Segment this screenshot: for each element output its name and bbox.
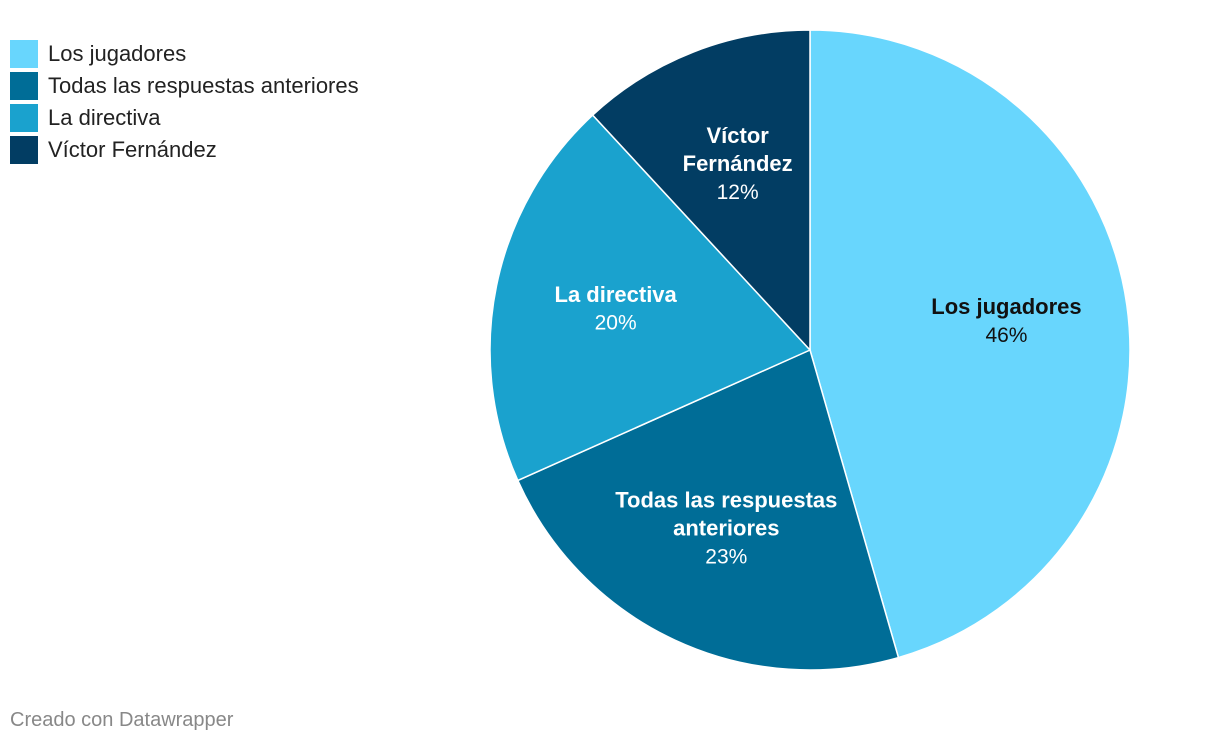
slice-label-name-todas-las-respuestas-2: anteriores — [673, 516, 779, 541]
slice-value-victor-fernandez: 12% — [717, 181, 759, 204]
legend-item-todas-las-respuestas: Todas las respuestas anteriores — [10, 70, 359, 102]
slice-label-name-victor-fernandez-2: Fernández — [683, 151, 793, 176]
pie-slice-los-jugadores — [809, 29, 1131, 659]
legend-swatch-la-directiva — [10, 104, 38, 132]
slice-label-name-todas-las-respuestas-1: Todas las respuestas — [615, 488, 837, 513]
legend-item-los-jugadores: Los jugadores — [10, 38, 359, 70]
slice-label-name-victor-fernandez-1: Víctor — [706, 123, 769, 148]
slice-label-victor-fernandez: Víctor Fernández 12% — [683, 123, 793, 204]
legend-label-la-directiva: La directiva — [48, 105, 161, 130]
legend-item-la-directiva: La directiva — [10, 102, 359, 134]
legend-label-los-jugadores: Los jugadores — [48, 41, 187, 66]
slice-label-la-directiva: La directiva 20% — [555, 282, 678, 335]
slice-label-name-la-directiva: La directiva — [555, 282, 678, 307]
pie-slice-victor-fernandez — [591, 29, 811, 352]
slice-value-los-jugadores: 46% — [985, 324, 1027, 347]
slice-label-name-los-jugadores: Los jugadores — [931, 294, 1081, 319]
legend-swatch-victor-fernandez — [10, 136, 38, 164]
legend: Los jugadores Todas las respuestas anter… — [10, 38, 359, 166]
slice-value-todas-las-respuestas: 23% — [705, 545, 747, 568]
legend-label-victor-fernandez: Víctor Fernández — [48, 137, 217, 162]
legend-label-todas-las-respuestas: Todas las respuestas anteriores — [48, 73, 359, 98]
slice-label-todas-las-respuestas: Todas las respuestas anteriores 23% — [615, 488, 837, 569]
legend-swatch-los-jugadores — [10, 40, 38, 68]
slice-label-los-jugadores: Los jugadores 46% — [931, 294, 1081, 347]
footer-credit: Creado con Datawrapper — [10, 709, 234, 731]
legend-swatch-todas-las-respuestas — [10, 72, 38, 100]
legend-item-victor-fernandez: Víctor Fernández — [10, 134, 359, 166]
pie-slice-todas-las-respuestas — [516, 348, 900, 671]
pie-slice-la-directiva — [489, 114, 812, 482]
slice-value-la-directiva: 20% — [595, 312, 637, 335]
